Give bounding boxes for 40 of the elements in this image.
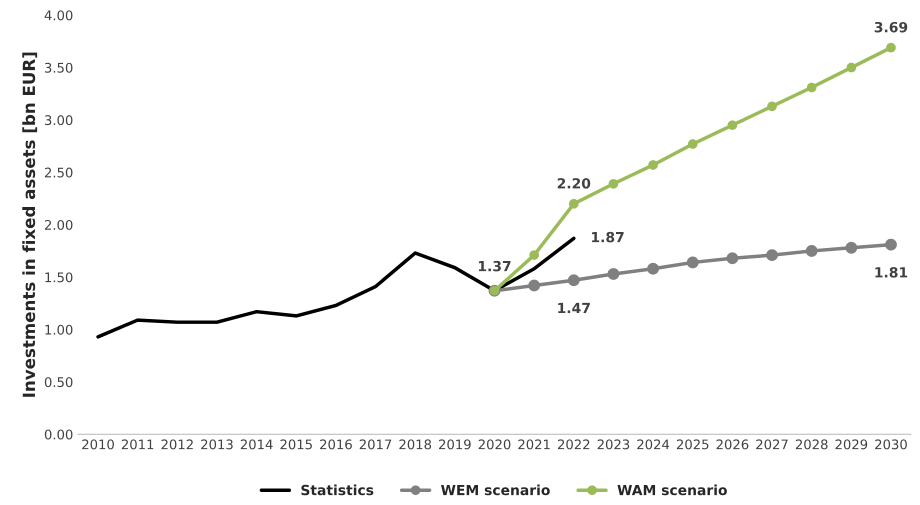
data-label: 1.37 <box>478 260 511 272</box>
x-tick-label: 2020 <box>478 439 510 450</box>
y-tick-label: 0.00 <box>44 430 72 440</box>
data-label: 1.47 <box>558 302 590 314</box>
x-tick-label: 2021 <box>518 439 550 450</box>
y-tick-label: 2.50 <box>44 168 72 178</box>
x-tick-label: 2029 <box>836 439 868 450</box>
x-tick-label: 2019 <box>439 439 471 450</box>
y-axis-title: Investments in fixed assets [bn EUR] <box>22 52 38 397</box>
x-tick-label: 2028 <box>796 439 828 450</box>
data-label: 3.69 <box>874 22 908 32</box>
x-tick-label: 2012 <box>161 439 193 450</box>
x-tick-label: 2018 <box>399 439 432 450</box>
y-tick-label: 4.00 <box>44 10 72 20</box>
y-tick-label: 0.50 <box>44 377 72 388</box>
x-tick-label: 2026 <box>716 439 748 450</box>
legend-label: Statistics <box>301 484 374 496</box>
x-tick-label: 2013 <box>201 439 233 450</box>
x-tick-label: 2027 <box>756 439 788 450</box>
x-tick-label: 2010 <box>82 439 114 450</box>
x-tick-label: 2016 <box>320 439 352 450</box>
x-tick-label: 2025 <box>676 439 708 450</box>
data-label: 2.20 <box>558 178 590 189</box>
y-tick-label: 3.00 <box>44 115 72 126</box>
y-tick-label: 1.00 <box>45 324 72 335</box>
y-tick-label: 3.50 <box>44 62 72 73</box>
x-tick-label: 2017 <box>360 439 392 450</box>
x-tick-label: 2022 <box>558 439 590 450</box>
y-tick-label: 2.00 <box>44 220 72 230</box>
x-tick-label: 2030 <box>875 439 907 450</box>
x-tick-label: 2011 <box>122 439 154 450</box>
x-tick-label: 2014 <box>240 439 273 450</box>
x-tick-label: 2024 <box>637 439 670 450</box>
x-tick-label: 2015 <box>280 439 312 450</box>
data-label: 1.81 <box>875 267 908 278</box>
data-label: 1.87 <box>592 232 624 242</box>
x-tick-label: 2023 <box>598 439 630 450</box>
y-tick-label: 1.50 <box>45 272 72 282</box>
legend-label: WAM scenario <box>617 484 727 496</box>
legend-label: WEM scenario <box>441 484 550 496</box>
